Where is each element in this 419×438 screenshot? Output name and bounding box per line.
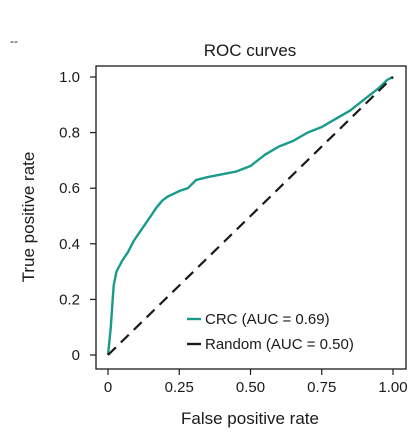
y-tick-label: 0.2 — [59, 291, 80, 308]
y-tick-label: 0.6 — [59, 180, 80, 197]
y-axis-label: True positive rate — [19, 152, 38, 283]
y-tick-label: 0.4 — [59, 236, 80, 253]
random-line — [107, 76, 394, 356]
y-tick-label: 1.0 — [59, 69, 80, 86]
y-axis-ticks: 0 0.2 0.4 0.6 0.8 1.0 — [59, 69, 96, 364]
x-tick-label: 0.25 — [165, 379, 194, 396]
crc-line — [106, 75, 394, 356]
corner-mark: -- — [10, 34, 18, 48]
legend: CRC (AUC = 0.69) Random (AUC = 0.50) — [187, 311, 354, 353]
y-tick-label: 0.8 — [59, 125, 80, 142]
x-axis-ticks: 0 0.25 0.50 0.75 1.00 — [104, 369, 408, 396]
series-layer — [106, 75, 394, 356]
x-tick-label: 0.50 — [236, 379, 265, 396]
legend-entry: CRC (AUC = 0.69) — [205, 311, 330, 328]
x-tick-label: 0.75 — [307, 379, 336, 396]
chart-title: ROC curves — [204, 41, 297, 60]
legend-entry: Random (AUC = 0.50) — [205, 336, 354, 353]
x-tick-label: 1.00 — [378, 379, 407, 396]
y-tick-label: 0 — [72, 347, 80, 364]
x-axis-label: False positive rate — [181, 409, 319, 428]
x-tick-label: 0 — [104, 379, 112, 396]
